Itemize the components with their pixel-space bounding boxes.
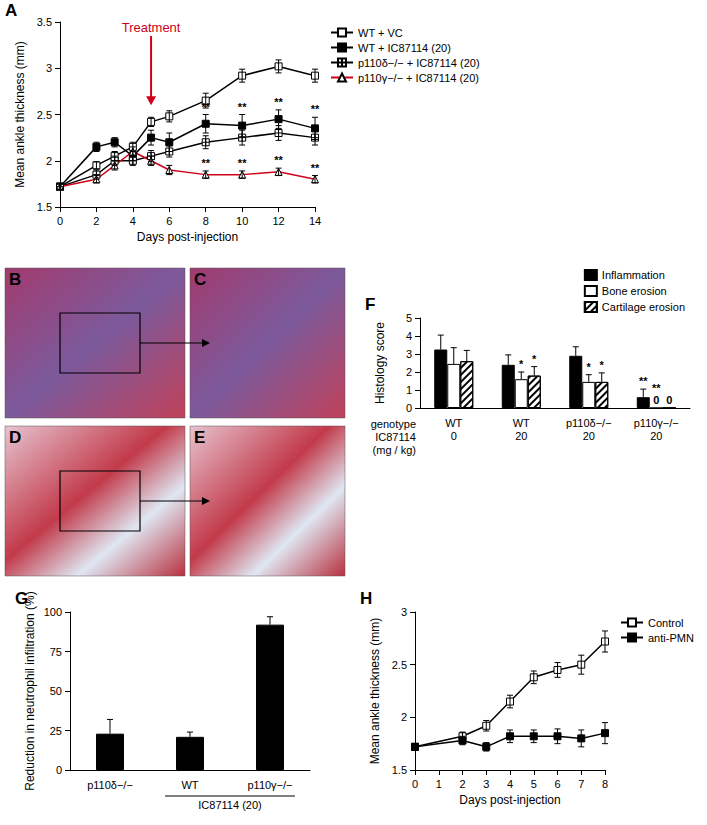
svg-text:**: ** <box>201 157 210 169</box>
svg-text:C: C <box>194 270 206 289</box>
svg-text:WT + IC87114 (20): WT + IC87114 (20) <box>358 42 451 54</box>
svg-text:Control: Control <box>648 617 683 629</box>
svg-text:**: ** <box>274 96 283 108</box>
svg-text:20: 20 <box>650 430 662 442</box>
svg-text:Mean ankle thickness (mm): Mean ankle thickness (mm) <box>368 618 382 765</box>
svg-text:2: 2 <box>93 215 99 227</box>
svg-text:1.5: 1.5 <box>392 764 407 776</box>
svg-text:3: 3 <box>406 348 412 360</box>
svg-text:3.5: 3.5 <box>37 16 52 28</box>
svg-text:1: 1 <box>436 778 442 790</box>
svg-text:**: ** <box>639 375 648 387</box>
svg-text:**: ** <box>311 162 320 174</box>
svg-text:25: 25 <box>50 725 62 737</box>
svg-text:genotype: genotype <box>371 418 416 430</box>
svg-text:7: 7 <box>578 778 584 790</box>
svg-text:8: 8 <box>602 778 608 790</box>
svg-text:20: 20 <box>583 430 595 442</box>
svg-text:Days post-injection: Days post-injection <box>459 793 560 807</box>
svg-text:p110γ−/− + IC87114 (20): p110γ−/− + IC87114 (20) <box>358 72 479 84</box>
svg-text:0: 0 <box>653 394 659 406</box>
svg-text:*: * <box>587 361 592 373</box>
svg-text:**: ** <box>238 101 247 113</box>
svg-text:4: 4 <box>130 215 136 227</box>
svg-text:WT: WT <box>181 779 198 791</box>
svg-text:p110γ−/−: p110γ−/− <box>247 779 292 791</box>
svg-text:2: 2 <box>401 711 407 723</box>
svg-text:**: ** <box>311 103 320 115</box>
svg-text:5: 5 <box>406 312 412 324</box>
svg-text:Inflammation: Inflammation <box>602 269 665 281</box>
svg-text:WT + VC: WT + VC <box>358 27 403 39</box>
svg-text:4: 4 <box>507 778 513 790</box>
svg-text:12: 12 <box>272 215 284 227</box>
svg-text:1.5: 1.5 <box>37 201 52 213</box>
svg-text:p110δ−/−: p110δ−/− <box>566 417 612 429</box>
svg-text:Reduction in neutrophil infilt: Reduction in neutrophil infiltration (%) <box>23 591 37 790</box>
svg-text:1: 1 <box>406 384 412 396</box>
svg-text:G: G <box>15 589 28 608</box>
svg-text:Bone erosion: Bone erosion <box>602 285 667 297</box>
svg-text:H: H <box>360 589 372 608</box>
svg-text:4: 4 <box>406 330 412 342</box>
svg-text:Mean ankle thickness (mm): Mean ankle thickness (mm) <box>13 41 27 188</box>
svg-text:*: * <box>519 358 524 370</box>
svg-text:*: * <box>600 359 605 371</box>
svg-text:10: 10 <box>236 215 248 227</box>
svg-text:0: 0 <box>412 778 418 790</box>
svg-text:3: 3 <box>401 606 407 618</box>
svg-text:**: ** <box>201 101 210 113</box>
svg-text:2.5: 2.5 <box>392 659 407 671</box>
svg-text:p110γ−/−: p110γ−/− <box>634 417 679 429</box>
svg-text:(mg / kg): (mg / kg) <box>373 444 416 456</box>
svg-text:2: 2 <box>406 366 412 378</box>
svg-text:75: 75 <box>50 646 62 658</box>
svg-text:0: 0 <box>666 394 672 406</box>
svg-text:*: * <box>532 353 537 365</box>
svg-text:2.5: 2.5 <box>37 109 52 121</box>
svg-text:p110δ−/−: p110δ−/− <box>87 779 133 791</box>
svg-text:B: B <box>9 270 21 289</box>
svg-text:3: 3 <box>483 778 489 790</box>
svg-text:**: ** <box>274 154 283 166</box>
svg-text:WT: WT <box>513 417 530 429</box>
svg-text:**: ** <box>652 382 661 394</box>
svg-text:20: 20 <box>515 430 527 442</box>
svg-text:anti-PMN: anti-PMN <box>648 632 694 644</box>
svg-text:WT: WT <box>445 417 462 429</box>
svg-text:8: 8 <box>203 215 209 227</box>
svg-text:F: F <box>365 295 375 314</box>
svg-text:Histology score: Histology score <box>373 322 387 404</box>
svg-text:0: 0 <box>406 402 412 414</box>
svg-text:6: 6 <box>166 215 172 227</box>
svg-text:0: 0 <box>451 430 457 442</box>
svg-text:**: ** <box>238 157 247 169</box>
svg-text:E: E <box>194 428 205 447</box>
svg-text:Cartilage erosion: Cartilage erosion <box>602 301 685 313</box>
svg-text:2: 2 <box>459 778 465 790</box>
svg-text:100: 100 <box>44 606 62 618</box>
svg-text:6: 6 <box>554 778 560 790</box>
svg-text:2: 2 <box>46 155 52 167</box>
svg-text:IC87114: IC87114 <box>375 431 416 443</box>
svg-text:D: D <box>9 428 21 447</box>
svg-text:50: 50 <box>50 685 62 697</box>
svg-text:Days post-injection: Days post-injection <box>137 230 238 244</box>
svg-text:5: 5 <box>531 778 537 790</box>
svg-text:0: 0 <box>56 764 62 776</box>
svg-text:A: A <box>5 1 17 20</box>
svg-text:p110δ−/− + IC87114 (20): p110δ−/− + IC87114 (20) <box>358 57 480 69</box>
svg-text:3: 3 <box>46 62 52 74</box>
svg-text:Treatment: Treatment <box>122 20 181 35</box>
svg-text:IC87114 (20): IC87114 (20) <box>198 799 261 811</box>
svg-text:0: 0 <box>57 215 63 227</box>
svg-text:14: 14 <box>309 215 321 227</box>
